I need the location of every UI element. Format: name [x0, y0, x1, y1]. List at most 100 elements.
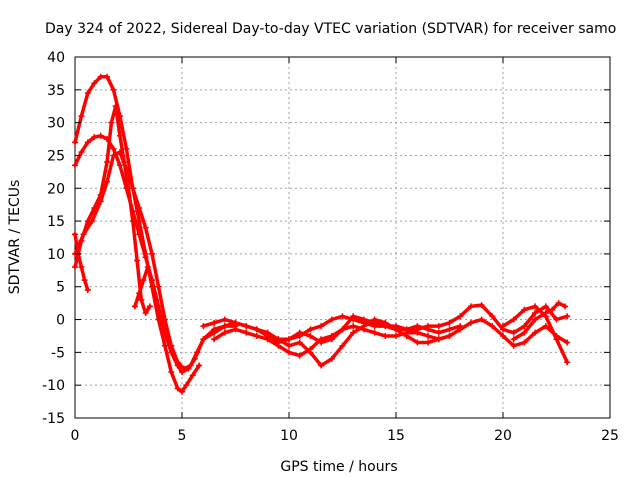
series-track-6 — [131, 264, 160, 310]
data-point — [110, 152, 117, 159]
data-point — [286, 342, 292, 349]
data-point — [253, 326, 260, 333]
data-point — [211, 329, 218, 336]
data-point — [155, 283, 162, 290]
data-point — [500, 323, 506, 330]
x-tick-label: 20 — [494, 428, 512, 444]
data-point — [200, 336, 207, 343]
series-track-11 — [500, 303, 571, 366]
data-point — [510, 316, 517, 323]
series-track-5 — [72, 149, 228, 372]
data-point — [307, 349, 314, 356]
data-point — [200, 323, 207, 330]
x-tick-label: 0 — [71, 428, 80, 444]
data-point — [489, 313, 496, 320]
data-point — [382, 332, 389, 339]
data-point — [187, 362, 194, 369]
data-point — [478, 316, 485, 323]
data-point — [138, 296, 145, 303]
data-point — [553, 316, 560, 323]
data-point — [521, 329, 528, 336]
series-track-8 — [211, 316, 571, 359]
data-point — [104, 178, 111, 185]
series-line — [73, 104, 152, 315]
axis-ticks: 0 5 10 15 20 25 -15 -10 -5 0 5 10 15 20 25 30 35 40 — [42, 50, 619, 444]
data-point — [296, 329, 303, 336]
data-point — [72, 231, 78, 238]
data-point — [144, 264, 151, 271]
data-point — [179, 388, 185, 395]
data-point — [318, 339, 325, 346]
y-tick-label: 30 — [47, 116, 65, 132]
data-point — [393, 332, 399, 339]
data-point — [142, 309, 149, 316]
data-point — [435, 329, 442, 336]
data-point — [318, 362, 325, 369]
data-point — [564, 339, 571, 346]
data-point — [264, 332, 271, 339]
data-point — [189, 372, 196, 379]
data-point — [296, 352, 303, 359]
data-point — [116, 149, 123, 156]
data-point — [521, 306, 528, 313]
data-point — [275, 339, 282, 346]
y-tick-label: -15 — [42, 411, 65, 427]
data-point — [403, 332, 410, 339]
data-point — [136, 204, 143, 211]
data-point — [542, 309, 549, 316]
series-track-4 — [72, 103, 153, 316]
data-point — [425, 332, 432, 339]
data-point — [562, 303, 569, 310]
data-point — [521, 323, 528, 330]
y-tick-label: 35 — [47, 83, 65, 99]
data-point — [489, 323, 496, 330]
data-point — [414, 329, 421, 336]
data-point — [532, 329, 539, 336]
data-point — [350, 313, 357, 320]
data-point — [500, 332, 506, 339]
data-point — [564, 359, 571, 366]
data-point — [549, 306, 556, 313]
data-point — [129, 185, 136, 192]
y-tick-label: 15 — [47, 214, 65, 230]
data-point — [78, 113, 85, 120]
data-point — [564, 313, 571, 320]
data-point — [104, 73, 111, 80]
data-point — [446, 326, 453, 333]
data-point — [116, 132, 123, 139]
x-axis-label: GPS time / hours — [280, 459, 397, 475]
data-point — [414, 339, 421, 346]
data-point — [510, 336, 517, 343]
data-point — [553, 336, 560, 343]
data-point — [108, 119, 115, 126]
data-point — [467, 303, 474, 310]
series-group — [72, 73, 571, 395]
data-point — [532, 309, 539, 316]
data-point — [307, 332, 314, 339]
data-point — [134, 257, 141, 264]
data-point — [414, 323, 421, 330]
x-tick-label: 10 — [280, 428, 298, 444]
data-point — [123, 165, 130, 172]
data-point — [510, 329, 517, 336]
grid — [75, 57, 610, 418]
data-point — [542, 323, 549, 330]
series-track-12 — [510, 300, 569, 343]
data-point — [112, 103, 119, 110]
data-point — [97, 198, 104, 205]
data-point — [467, 319, 474, 326]
x-tick-label: 15 — [387, 428, 405, 444]
data-point — [232, 326, 239, 333]
data-point — [457, 313, 464, 320]
data-point — [371, 319, 378, 326]
data-point — [521, 339, 528, 346]
y-tick-label: 0 — [56, 313, 65, 329]
data-point — [425, 339, 432, 346]
data-point — [339, 326, 346, 333]
data-point — [89, 218, 96, 225]
data-point — [91, 80, 98, 87]
x-tick-label: 5 — [178, 428, 187, 444]
plot-frame — [74, 56, 611, 419]
data-point — [97, 132, 104, 139]
data-point — [296, 339, 303, 346]
